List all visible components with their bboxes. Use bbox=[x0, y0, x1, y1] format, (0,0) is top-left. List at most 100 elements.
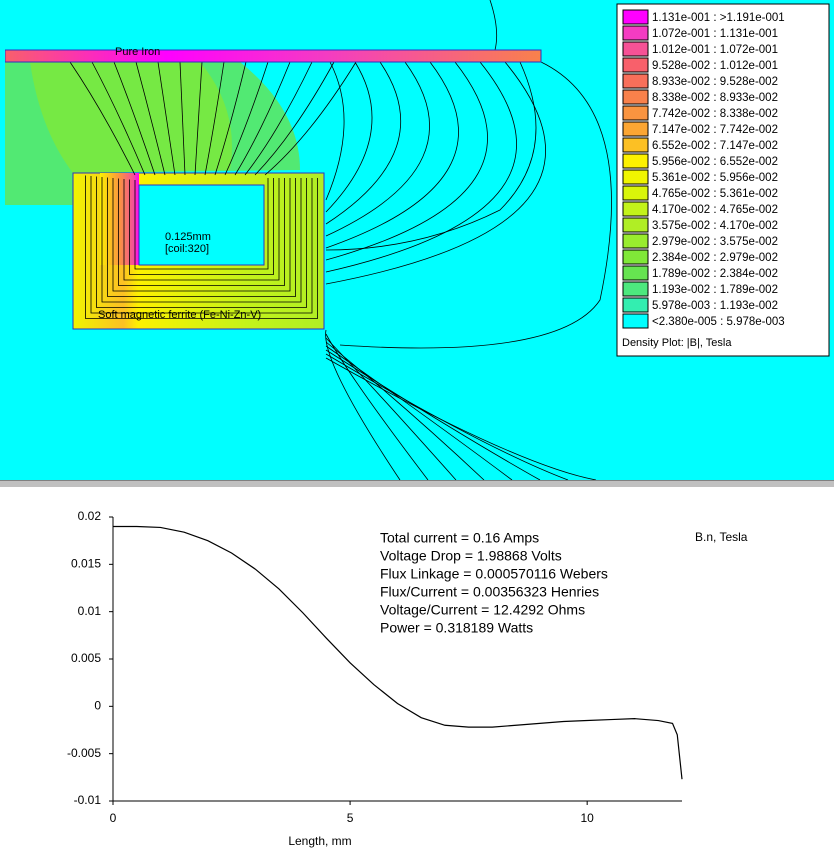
contour-line bbox=[134, 178, 269, 270]
legend-label: 7.147e-002 : 7.742e-002 bbox=[652, 124, 778, 136]
contour-line bbox=[325, 61, 430, 237]
x-tick-label: 5 bbox=[347, 811, 354, 825]
legend-swatch bbox=[622, 57, 649, 73]
legend-label: 9.528e-002 : 1.012e-001 bbox=[652, 60, 778, 72]
density-plot: Pure Iron 0.125mm [coil:320] Soft magnet… bbox=[0, 0, 834, 480]
legend-swatch bbox=[622, 89, 649, 105]
legend-swatch bbox=[622, 169, 649, 185]
contour-line bbox=[325, 337, 457, 480]
legend-label: 1.193e-002 : 1.789e-002 bbox=[652, 284, 778, 296]
legend-label: 8.338e-002 : 8.933e-002 bbox=[652, 92, 778, 104]
data-line bbox=[113, 525, 683, 780]
contour-line bbox=[325, 329, 401, 480]
legend-swatch bbox=[622, 9, 649, 25]
annotation: Total current = 0.16 Amps bbox=[380, 530, 539, 546]
contour-line bbox=[101, 177, 302, 303]
y-tick-label: -0.005 bbox=[67, 746, 101, 760]
contour-line bbox=[325, 61, 488, 261]
y-tick-label: 0.005 bbox=[71, 651, 101, 665]
contour-line bbox=[194, 61, 203, 176]
contour-line bbox=[204, 61, 225, 176]
legend-swatch bbox=[622, 265, 649, 281]
contour-line bbox=[325, 61, 517, 273]
legend-swatch bbox=[622, 233, 649, 249]
contour-line bbox=[112, 178, 291, 292]
contour-line bbox=[264, 61, 357, 176]
legend-label: 4.765e-002 : 5.361e-002 bbox=[652, 188, 778, 200]
legend-swatch bbox=[622, 41, 649, 57]
contour-line bbox=[325, 61, 373, 213]
contour-line bbox=[244, 61, 313, 176]
legend-label: 1.072e-001 : 1.131e-001 bbox=[652, 28, 778, 40]
legend-label: 7.742e-002 : 8.338e-002 bbox=[652, 108, 778, 120]
legend-label: 5.361e-002 : 5.956e-002 bbox=[652, 172, 778, 184]
y-tick-label: -0.01 bbox=[74, 793, 102, 807]
legend-label: 1.131e-001 : >1.191e-001 bbox=[652, 12, 785, 24]
legend-title: Density Plot: |B|, Tesla bbox=[622, 337, 732, 349]
annotation: Flux/Current = 0.00356323 Henries bbox=[380, 584, 599, 600]
legend-swatch bbox=[622, 105, 649, 121]
contour-line bbox=[254, 61, 335, 176]
legend-label: 5.956e-002 : 6.552e-002 bbox=[652, 156, 778, 168]
legend-swatch bbox=[622, 249, 649, 265]
y-tick-label: 0.02 bbox=[78, 509, 102, 523]
legend-label: 1.012e-001 : 1.072e-001 bbox=[652, 44, 778, 56]
contour-line bbox=[325, 345, 513, 480]
x-tick-label: 10 bbox=[580, 811, 594, 825]
contour-line bbox=[129, 178, 274, 275]
legend-label: 6.552e-002 : 7.147e-002 bbox=[652, 140, 778, 152]
legend-label: <2.380e-005 : 5.978e-003 bbox=[652, 316, 785, 328]
contour-line bbox=[123, 178, 280, 281]
iron-plate bbox=[5, 50, 541, 62]
contour-line bbox=[325, 349, 541, 480]
y-tick-label: 0.01 bbox=[78, 604, 102, 618]
annotation: Flux Linkage = 0.000570116 Webers bbox=[380, 566, 608, 582]
legend-swatch bbox=[622, 153, 649, 169]
contour-line bbox=[325, 61, 345, 201]
contour-line bbox=[234, 61, 291, 176]
legend-swatch bbox=[622, 73, 649, 89]
legend: Density Plot: |B|, Tesla 1.131e-001 : >1… bbox=[616, 3, 830, 357]
legend-label: 3.575e-002 : 4.170e-002 bbox=[652, 220, 778, 232]
contour-line bbox=[325, 61, 459, 249]
region-label: 0.125mm bbox=[165, 231, 211, 243]
annotation: Power = 0.318189 Watts bbox=[380, 620, 533, 636]
contour-line bbox=[325, 61, 537, 251]
contour-line bbox=[85, 175, 318, 319]
line-chart: 0.02 0.015 0.01 0.005 0 -0.005 -0.01 0 5 10 Length… bbox=[67, 509, 748, 848]
legend-swatch bbox=[622, 201, 649, 217]
contour-line bbox=[214, 61, 247, 176]
x-tick-label: 0 bbox=[110, 811, 117, 825]
contour-line bbox=[325, 353, 569, 480]
legend-label: 8.933e-002 : 9.528e-002 bbox=[652, 76, 778, 88]
contour-line bbox=[325, 341, 485, 480]
legend-label: 1.789e-002 : 2.384e-002 bbox=[652, 268, 778, 280]
contour-line bbox=[339, 61, 612, 349]
contour-line bbox=[107, 177, 296, 297]
edge bbox=[0, 0, 5, 480]
y-tick-label: 0.015 bbox=[71, 557, 101, 571]
contour-line bbox=[113, 61, 156, 176]
x-axis-label: Length, mm bbox=[288, 834, 351, 848]
legend-swatch bbox=[622, 297, 649, 313]
y-tick-label: 0 bbox=[94, 699, 101, 713]
annotation: Voltage Drop = 1.98868 Volts bbox=[380, 548, 562, 564]
contour-line bbox=[69, 61, 136, 176]
region-label: [coil:320] bbox=[165, 243, 209, 255]
contour-line bbox=[224, 61, 269, 176]
splitter bbox=[0, 480, 834, 487]
contour-line bbox=[91, 61, 146, 176]
contour-line bbox=[118, 178, 285, 286]
legend-label: 2.979e-002 : 3.575e-002 bbox=[652, 236, 778, 248]
contour-line bbox=[489, 0, 498, 51]
annotation: Voltage/Current = 12.4292 Ohms bbox=[380, 602, 585, 618]
region-label: Pure Iron bbox=[115, 46, 160, 58]
contour-line bbox=[96, 176, 307, 308]
legend-label: 2.384e-002 : 2.979e-002 bbox=[652, 252, 778, 264]
legend-box bbox=[616, 3, 830, 357]
hot-region bbox=[100, 173, 139, 265]
legend-swatch bbox=[622, 121, 649, 137]
legend-label: 5.978e-003 : 1.193e-002 bbox=[652, 300, 778, 312]
legend-swatch bbox=[622, 281, 649, 297]
